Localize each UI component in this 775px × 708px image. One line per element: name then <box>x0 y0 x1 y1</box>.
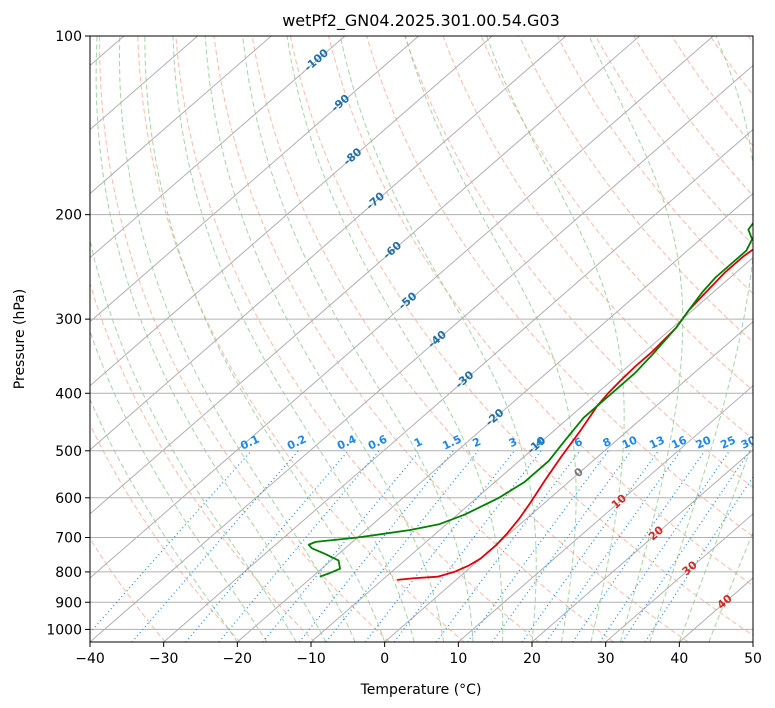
x-tick-label: 30 <box>597 651 615 667</box>
y-tick-label: 800 <box>55 565 82 581</box>
isotherm-line <box>90 36 493 387</box>
mixing-ratio-line <box>435 450 581 642</box>
dry-adiabat-line <box>90 423 241 642</box>
mixing-ratio-label: 25 <box>718 433 737 451</box>
dry-adiabat-line <box>137 36 465 642</box>
mixing-ratio-line <box>572 450 706 642</box>
moist-adiabat-line <box>678 441 753 642</box>
mixing-ratio-label: 16 <box>669 433 689 451</box>
isotherm-line <box>310 256 753 642</box>
isotherm-line <box>90 36 272 195</box>
mixing-ratio-line <box>621 450 751 642</box>
y-tick-label: 900 <box>55 595 82 611</box>
x-tick-label: −40 <box>75 651 105 667</box>
x-tick-label: 0 <box>380 651 389 667</box>
isotherm-line <box>458 385 753 642</box>
moist-adiabat-line <box>204 36 445 642</box>
moist-adiabat-line <box>286 36 504 642</box>
moist-adiabat-line <box>90 398 238 642</box>
mixing-ratio-line <box>644 476 753 642</box>
dry-adiabat-line <box>99 36 390 642</box>
plot-frame <box>89 35 754 643</box>
mixing-ratio-line <box>521 450 659 642</box>
y-tick-label: 300 <box>55 312 82 328</box>
mixing-ratio-line <box>298 450 454 642</box>
moist-adiabat-line <box>90 329 268 642</box>
moist-adiabat-line <box>486 36 625 642</box>
mixing-ratio-label: 30 <box>739 433 759 451</box>
moist-adiabat-line <box>588 36 684 642</box>
dry-adiabat-line <box>633 36 753 197</box>
mixing-ratio-label: 13 <box>647 433 666 451</box>
mixing-ratio-line <box>325 450 479 642</box>
isotherm-line <box>90 36 714 579</box>
dry-adiabat-line <box>289 36 753 636</box>
mixing-ratio-label: 10 <box>620 433 640 451</box>
mixing-ratio-line <box>90 450 252 634</box>
moist-adiabat-line <box>95 36 327 642</box>
dry-adiabat-line <box>251 36 689 642</box>
mixing-ratio-line <box>467 450 609 642</box>
isotherm-line <box>90 36 419 323</box>
isotherm-line <box>90 36 567 451</box>
x-tick-label: −10 <box>296 651 326 667</box>
x-tick-label: 20 <box>523 651 541 667</box>
y-tick-label: 600 <box>55 491 82 507</box>
mixing-ratio-label: 20 <box>694 433 714 451</box>
mixing-ratio-line <box>491 450 632 642</box>
moist-adiabat-line <box>404 36 577 642</box>
x-tick-label: 40 <box>670 651 688 667</box>
y-tick-label: 500 <box>55 444 82 460</box>
y-tick-label: 1000 <box>46 622 82 638</box>
y-tick-label: 400 <box>55 386 82 402</box>
dry-adiabat-line <box>213 36 614 642</box>
y-axis-label: Pressure (hPa) <box>12 289 28 389</box>
x-tick-label: 50 <box>744 651 762 667</box>
moist-adiabat-line <box>242 36 474 642</box>
moist-adiabat-line <box>118 36 356 642</box>
x-tick-label: 10 <box>449 651 467 667</box>
dry-adiabat-line <box>480 36 753 392</box>
isotherm-line <box>605 513 753 642</box>
dry-adiabat-line <box>671 36 753 147</box>
isotherm-line <box>531 449 753 642</box>
moist-adiabat-line <box>649 36 753 642</box>
y-tick-label: 200 <box>55 208 82 224</box>
isotherm-line <box>237 192 753 642</box>
dry-adiabat-line <box>518 36 753 343</box>
x-tick-label: −30 <box>149 651 179 667</box>
dry-adiabat-line <box>328 36 753 587</box>
mixing-ratio-line <box>599 450 731 642</box>
mixing-ratio-line <box>218 450 380 642</box>
x-axis-label: Temperature (°C) <box>360 682 482 698</box>
chart-title: wetPf2_GN04.2025.301.00.54.G03 <box>282 11 560 31</box>
isotherm-line <box>90 36 346 259</box>
isotherm-line <box>163 128 753 642</box>
dewpoint-profile-line <box>307 221 753 578</box>
moist-adiabat-line <box>144 36 386 642</box>
isotherm-line <box>90 36 640 515</box>
y-tick-label: 100 <box>55 29 82 45</box>
moist-adiabat-line <box>339 36 537 642</box>
moist-adiabat-line <box>172 36 415 642</box>
mixing-ratio-line <box>545 450 682 642</box>
dry-adiabat-line <box>175 36 540 642</box>
mixing-ratio-line <box>262 450 421 642</box>
x-tick-label: −20 <box>223 651 253 667</box>
dry-adiabat-line <box>90 281 316 642</box>
y-tick-label: 700 <box>55 531 82 547</box>
isotherm-line <box>90 64 753 642</box>
